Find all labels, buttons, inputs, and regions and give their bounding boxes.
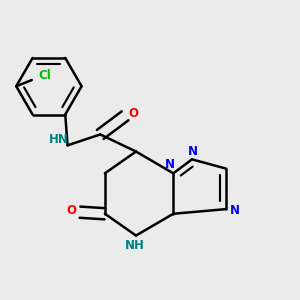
Text: O: O bbox=[66, 204, 76, 217]
Text: Cl: Cl bbox=[39, 70, 52, 83]
Text: N: N bbox=[165, 158, 175, 171]
Text: O: O bbox=[129, 107, 139, 120]
Text: N: N bbox=[188, 145, 198, 158]
Text: NH: NH bbox=[124, 239, 144, 252]
Text: N: N bbox=[230, 204, 240, 217]
Text: HN: HN bbox=[49, 133, 69, 146]
